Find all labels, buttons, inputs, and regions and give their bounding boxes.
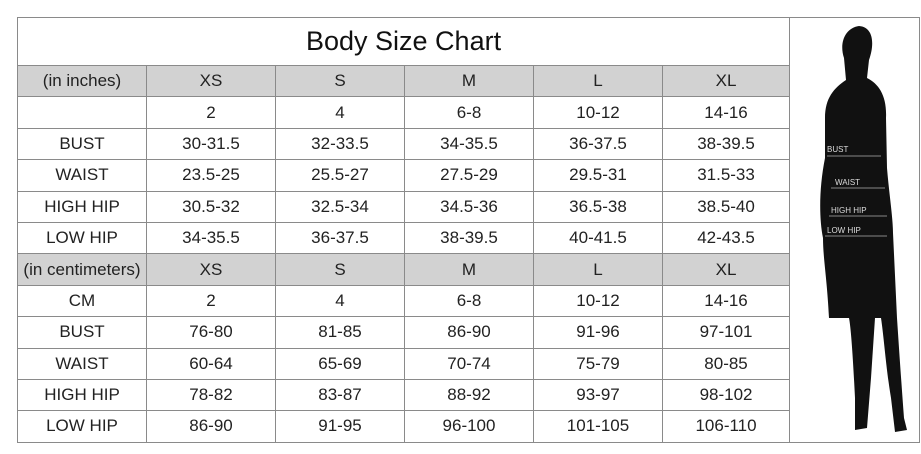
table-row: 2 4 6-8 10-12 14-16 [17, 96, 791, 129]
table-cell: 31.5-33 [661, 159, 791, 192]
table-cell: 42-43.5 [661, 221, 791, 255]
table-cell: 36-37.5 [275, 221, 405, 255]
body-silhouette-figure: BUST WAIST HIGH HIP LOW HIP [789, 17, 920, 443]
row-label [17, 96, 147, 129]
table-cell: 4 [275, 284, 405, 318]
table-row: WAIST 60-64 65-69 70-74 75-79 80-85 [17, 347, 791, 380]
table-cell: 38-39.5 [661, 127, 791, 161]
table-cell: 40-41.5 [533, 221, 663, 255]
header-cell: S [275, 253, 405, 286]
row-label: LOW HIP [17, 221, 147, 255]
table-cell: 106-110 [661, 410, 791, 443]
table-cell: 27.5-29 [404, 159, 534, 192]
table-cell: 93-97 [533, 378, 663, 412]
table-cell: 101-105 [533, 410, 663, 443]
table-cell: 70-74 [404, 347, 534, 380]
table-cell: 34-35.5 [404, 127, 534, 161]
table-cell: 96-100 [404, 410, 534, 443]
table-cell: 80-85 [661, 347, 791, 380]
table-cell: 30.5-32 [146, 190, 276, 223]
table-cell: 36.5-38 [533, 190, 663, 223]
header-cell: XL [661, 253, 791, 286]
table-cell: 25.5-27 [275, 159, 405, 192]
row-label: WAIST [17, 159, 147, 192]
size-chart-table: Body Size Chart (in inches) XS S M L XL 2 4 6-8 1… [16, 17, 791, 443]
table-row: BUST 76-80 81-85 86-90 91-96 97-101 [17, 316, 791, 349]
row-label: WAIST [17, 347, 147, 380]
chart-title: Body Size Chart [16, 17, 791, 66]
low-hip-label: LOW HIP [827, 226, 861, 235]
table-cell: 97-101 [661, 316, 791, 349]
table-cell: 91-96 [533, 316, 663, 349]
table-cell: 6-8 [404, 284, 534, 318]
table-cell: 10-12 [533, 96, 663, 129]
header-cell: XS [146, 64, 276, 98]
high-hip-label: HIGH HIP [831, 206, 867, 215]
table-cell: 4 [275, 96, 405, 129]
table-cell: 23.5-25 [146, 159, 276, 192]
table-cell: 14-16 [661, 96, 791, 129]
table-row: WAIST 23.5-25 25.5-27 27.5-29 29.5-31 31.5-33 [17, 159, 791, 192]
table-cell: 2 [146, 96, 276, 129]
table-cell: 98-102 [661, 378, 791, 412]
waist-label: WAIST [835, 178, 860, 187]
inches-header-row: (in inches) XS S M L XL [17, 64, 791, 98]
table-cell: 60-64 [146, 347, 276, 380]
header-cell: (in inches) [17, 64, 147, 98]
table-cell: 10-12 [533, 284, 663, 318]
row-label: BUST [17, 316, 147, 349]
table-cell: 6-8 [404, 96, 534, 129]
table-cell: 30-31.5 [146, 127, 276, 161]
table-cell: 36-37.5 [533, 127, 663, 161]
header-cell: L [533, 64, 663, 98]
row-label: LOW HIP [17, 410, 147, 443]
table-cell: 86-90 [146, 410, 276, 443]
centimeters-header-row: (in centimeters) XS S M L XL [17, 253, 791, 286]
table-row: BUST 30-31.5 32-33.5 34-35.5 36-37.5 38-39.5 [17, 127, 791, 161]
table-cell: 91-95 [275, 410, 405, 443]
header-cell: S [275, 64, 405, 98]
table-row: LOW HIP 86-90 91-95 96-100 101-105 106-110 [17, 410, 791, 443]
row-label: CM [17, 284, 147, 318]
table-cell: 83-87 [275, 378, 405, 412]
table-row: LOW HIP 34-35.5 36-37.5 38-39.5 40-41.5 42-43… [17, 221, 791, 255]
row-label: HIGH HIP [17, 190, 147, 223]
table-cell: 32.5-34 [275, 190, 405, 223]
table-row: CM 2 4 6-8 10-12 14-16 [17, 284, 791, 318]
table-cell: 32-33.5 [275, 127, 405, 161]
table-cell: 78-82 [146, 378, 276, 412]
table-cell: 65-69 [275, 347, 405, 380]
table-cell: 88-92 [404, 378, 534, 412]
table-cell: 29.5-31 [533, 159, 663, 192]
table-row: HIGH HIP 30.5-32 32.5-34 34.5-36 36.5-38 38.5… [17, 190, 791, 223]
table-cell: 76-80 [146, 316, 276, 349]
table-cell: 75-79 [533, 347, 663, 380]
header-cell: XL [661, 64, 791, 98]
header-cell: M [404, 64, 534, 98]
table-cell: 2 [146, 284, 276, 318]
silhouette-image: BUST WAIST HIGH HIP LOW HIP [820, 26, 907, 432]
table-cell: 81-85 [275, 316, 405, 349]
table-row: HIGH HIP 78-82 83-87 88-92 93-97 98-102 [17, 378, 791, 412]
bust-label: BUST [827, 145, 848, 154]
table-cell: 14-16 [661, 284, 791, 318]
row-label: BUST [17, 127, 147, 161]
table-cell: 38.5-40 [661, 190, 791, 223]
header-cell: M [404, 253, 534, 286]
table-cell: 34.5-36 [404, 190, 534, 223]
table-cell: 34-35.5 [146, 221, 276, 255]
table-cell: 86-90 [404, 316, 534, 349]
table-cell: 38-39.5 [404, 221, 534, 255]
header-cell: XS [146, 253, 276, 286]
row-label: HIGH HIP [17, 378, 147, 412]
header-cell: (in centimeters) [17, 253, 147, 286]
header-cell: L [533, 253, 663, 286]
